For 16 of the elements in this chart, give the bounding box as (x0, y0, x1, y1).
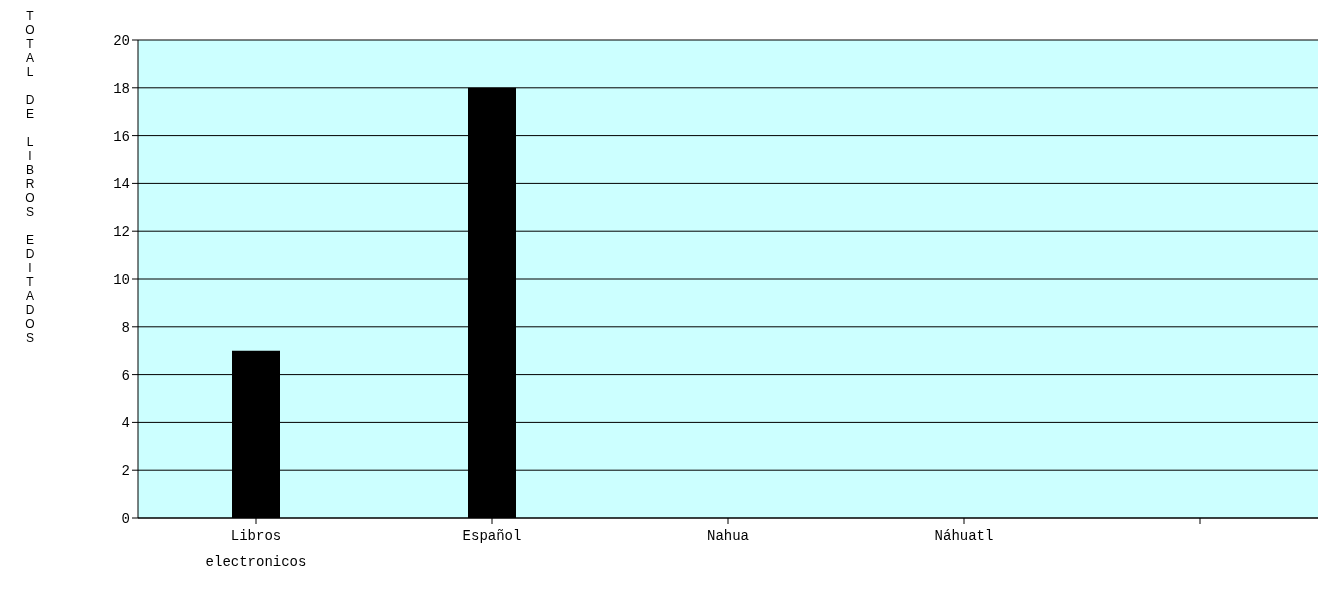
y-tick-label: 20 (113, 32, 130, 49)
y-tick-label: 8 (121, 319, 130, 336)
y-tick-label: 4 (121, 415, 130, 432)
y-tick-label: 6 (121, 367, 130, 384)
y-tick-label: 14 (113, 176, 130, 193)
y-tick-label: 18 (113, 80, 130, 97)
x-tick-label: Náhuatl (934, 528, 994, 544)
text: TOTAL DE LIBROS EDITADOS (25, 9, 35, 345)
y-tick-label: 12 (113, 224, 130, 241)
y-tick-label: 2 (121, 463, 130, 480)
y-tick-label: 10 (113, 271, 130, 288)
x-tick-label: Nahua (706, 528, 750, 544)
y-tick-label: 0 (121, 510, 130, 527)
x-tick-label: Libros electronicos (205, 528, 307, 570)
x-tick-label: Español (462, 528, 522, 544)
y-tick-label: 16 (113, 128, 130, 145)
